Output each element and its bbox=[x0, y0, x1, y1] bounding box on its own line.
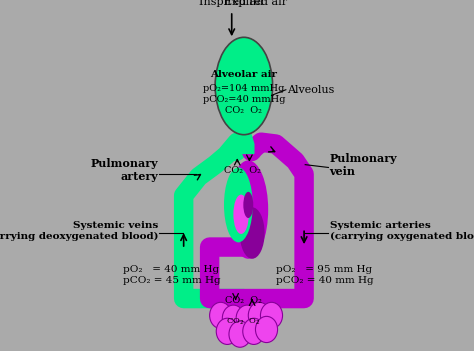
Polygon shape bbox=[234, 133, 254, 153]
Text: Pulmonary
artery: Pulmonary artery bbox=[91, 158, 158, 182]
Text: Systemic veins
(carrying deoxygenated blood): Systemic veins (carrying deoxygenated bl… bbox=[0, 221, 158, 241]
Ellipse shape bbox=[260, 302, 283, 329]
Text: pO₂=104 mmHg: pO₂=104 mmHg bbox=[203, 84, 284, 93]
Ellipse shape bbox=[248, 302, 270, 329]
Ellipse shape bbox=[236, 305, 258, 331]
Ellipse shape bbox=[255, 316, 278, 343]
Text: Pulmonary
vein: Pulmonary vein bbox=[329, 153, 397, 177]
Text: Inspired air: Inspired air bbox=[199, 0, 265, 7]
Ellipse shape bbox=[243, 192, 253, 218]
Text: pCO₂=40 mmHg: pCO₂=40 mmHg bbox=[202, 95, 285, 104]
Text: Expired air: Expired air bbox=[225, 0, 288, 7]
Text: CO₂  O₂: CO₂ O₂ bbox=[226, 106, 262, 115]
Ellipse shape bbox=[222, 305, 245, 331]
Text: Systemic arteries
(carrying oxygenated blood): Systemic arteries (carrying oxygenated b… bbox=[329, 221, 474, 241]
Ellipse shape bbox=[229, 321, 251, 347]
Ellipse shape bbox=[216, 318, 238, 344]
Text: pO₂   = 95 mm Hg
pCO₂ = 40 mm Hg: pO₂ = 95 mm Hg pCO₂ = 40 mm Hg bbox=[276, 265, 374, 285]
Text: pO₂   = 40 mm Hg
pCO₂ = 45 mm Hg: pO₂ = 40 mm Hg pCO₂ = 45 mm Hg bbox=[123, 265, 220, 285]
Ellipse shape bbox=[228, 160, 268, 259]
Text: CO₂  O₂: CO₂ O₂ bbox=[224, 166, 261, 175]
Text: CO₂  O₂: CO₂ O₂ bbox=[226, 296, 262, 305]
Ellipse shape bbox=[233, 194, 249, 234]
Ellipse shape bbox=[240, 207, 264, 259]
Text: Alveolus: Alveolus bbox=[287, 85, 334, 95]
Ellipse shape bbox=[210, 302, 232, 329]
Circle shape bbox=[215, 37, 273, 135]
Ellipse shape bbox=[224, 167, 253, 243]
Ellipse shape bbox=[243, 318, 265, 344]
Text: Alveolar air: Alveolar air bbox=[210, 70, 277, 79]
Text: CO$_2$  O$_2$: CO$_2$ O$_2$ bbox=[227, 317, 261, 327]
